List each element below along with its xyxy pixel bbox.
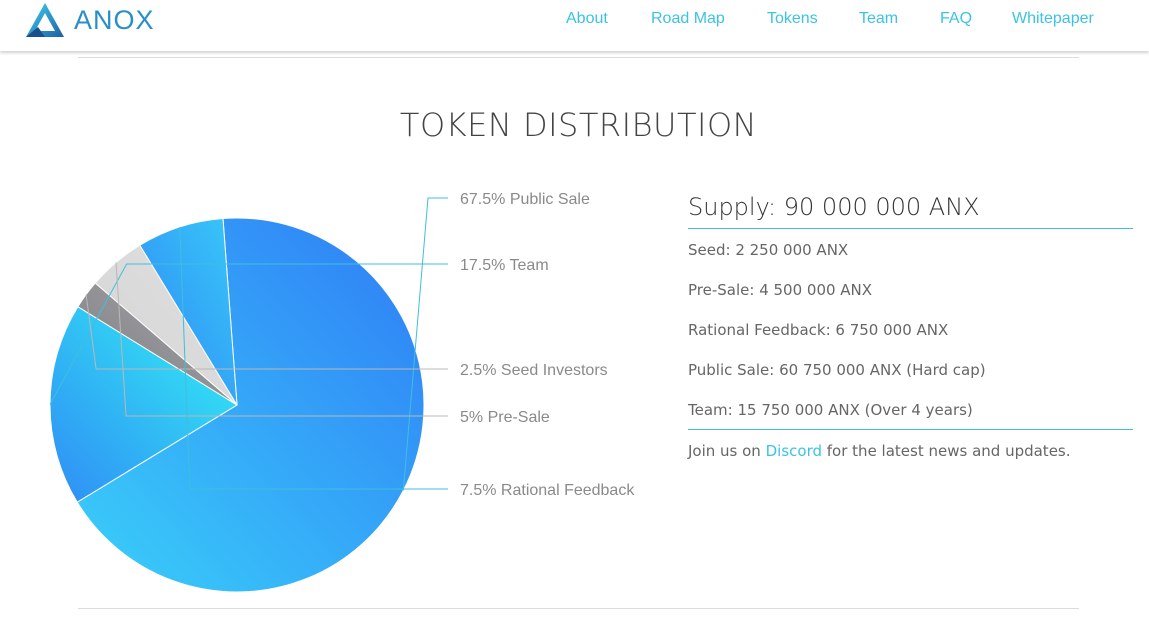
pie-slice-rational-feedback bbox=[139, 217, 238, 406]
nav-about[interactable]: About bbox=[566, 10, 608, 27]
supply-item-public-sale: Public Sale: 60 750 000 ANX (Hard cap) bbox=[688, 361, 986, 379]
leader-line-pre-sale bbox=[115, 262, 448, 417]
nav-road-map[interactable]: Road Map bbox=[651, 10, 725, 27]
supply-item-team: Team: 15 750 000 ANX (Over 4 years) bbox=[688, 401, 973, 419]
join-prefix: Join us on bbox=[688, 442, 761, 460]
supply-item-pre-sale: Pre-Sale: 4 500 000 ANX bbox=[688, 281, 873, 299]
brand-name: ANOX bbox=[74, 4, 155, 35]
discord-link[interactable]: Discord bbox=[765, 442, 822, 460]
divider-top bbox=[78, 57, 1079, 58]
logo[interactable]: ANOX bbox=[24, 0, 155, 40]
divider-bottom bbox=[78, 608, 1079, 609]
pie-label-pre-sale: 5% Pre-Sale bbox=[460, 409, 550, 426]
pie-label-rational-feedback: 7.5% Rational Feedback bbox=[460, 482, 635, 499]
nav-tokens[interactable]: Tokens bbox=[767, 10, 818, 27]
section-title: TOKEN DISTRIBUTION bbox=[399, 106, 758, 144]
nav-team[interactable]: Team bbox=[859, 10, 899, 27]
supply-divider-bottom bbox=[688, 429, 1133, 430]
anox-logo-icon bbox=[26, 3, 64, 37]
leader-line-seed-investors bbox=[85, 294, 448, 370]
join-suffix: for the latest news and updates. bbox=[826, 442, 1071, 460]
supply-item-seed: Seed: 2 250 000 ANX bbox=[688, 241, 849, 259]
leader-line-public-sale bbox=[402, 197, 448, 491]
leader-line-rational-feedback bbox=[179, 226, 448, 490]
pie-label-public-sale: 67.5% Public Sale bbox=[460, 191, 590, 208]
pie-label-team: 17.5% Team bbox=[460, 257, 549, 274]
supply-title: Supply: 90 000 000 ANX bbox=[688, 193, 980, 221]
nav-faq[interactable]: FAQ bbox=[940, 10, 973, 27]
token-distribution-pie-chart: 67.5% Public Sale 17.5% Team 2.5% Seed Inv… bbox=[49, 191, 635, 593]
join-text: Join us on Discord for the latest news a… bbox=[688, 442, 1071, 460]
site-header: ANOX About Road Map Tokens Team FAQ Whit… bbox=[0, 0, 1149, 51]
nav-whitepaper[interactable]: Whitepaper bbox=[1012, 10, 1094, 27]
leader-line-team bbox=[49, 263, 448, 405]
supply-item-rational-feedback: Rational Feedback: 6 750 000 ANX bbox=[688, 321, 949, 339]
supply-divider-top bbox=[688, 228, 1133, 229]
main-nav: About Road Map Tokens Team FAQ Whitepape… bbox=[0, 10, 1149, 30]
pie-label-seed-investors: 2.5% Seed Investors bbox=[460, 362, 608, 379]
